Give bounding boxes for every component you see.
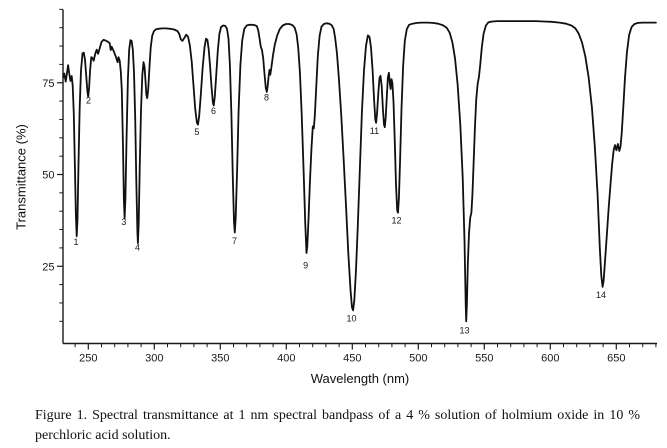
- x-tick-label: 400: [277, 353, 295, 365]
- band-label: 2: [86, 96, 91, 106]
- x-tick-label: 250: [79, 353, 97, 365]
- band-label: 14: [596, 290, 606, 300]
- band-label: 13: [459, 325, 469, 335]
- y-tick-label: 50: [42, 170, 54, 182]
- spectral-transmittance-plot: 250 300 350 400 450 500 550 600 6502550751234567…: [42, 8, 657, 365]
- band-label: 7: [232, 236, 237, 246]
- band-label: 4: [135, 243, 140, 253]
- figure-caption: Figure 1. Spectral transmittance at 1 nm…: [35, 406, 640, 446]
- x-tick-label: 300: [145, 353, 163, 365]
- band-label: 5: [194, 127, 199, 137]
- caption-line-1: Figure 1. Spectral transmittance at 1 nm…: [35, 408, 640, 423]
- transmittance-curve: [62, 20, 657, 323]
- band-label: 1: [74, 237, 79, 247]
- band-label: 6: [211, 106, 216, 116]
- x-tick-label: 600: [541, 353, 559, 365]
- band-label: 10: [347, 314, 357, 324]
- x-tick-label: 650: [607, 353, 625, 365]
- x-tick-label: 550: [475, 353, 493, 365]
- band-label: 9: [303, 261, 308, 271]
- y-tick-label: 25: [42, 261, 54, 273]
- y-tick-label: 75: [42, 78, 54, 90]
- x-tick-label: 450: [343, 353, 361, 365]
- x-tick-label: 350: [211, 353, 229, 365]
- x-axis-title: Wavelength (nm): [310, 371, 410, 386]
- caption-line-2: perchloric acid solution.: [35, 428, 171, 443]
- band-label: 12: [392, 216, 402, 226]
- band-label: 3: [121, 217, 126, 227]
- y-axis-title: Transmittance (%): [13, 124, 29, 230]
- band-label: 8: [264, 92, 269, 102]
- x-tick-label: 500: [409, 353, 427, 365]
- band-label: 11: [370, 126, 379, 136]
